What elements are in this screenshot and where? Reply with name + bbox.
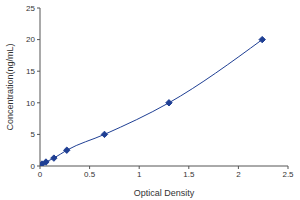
svg-text:1.5: 1.5 bbox=[183, 170, 195, 179]
svg-text:0.5: 0.5 bbox=[84, 170, 96, 179]
svg-text:10: 10 bbox=[26, 99, 35, 108]
svg-text:1: 1 bbox=[137, 170, 142, 179]
svg-text:15: 15 bbox=[26, 67, 35, 76]
svg-text:5: 5 bbox=[31, 130, 36, 139]
svg-text:Concentration(ng/mL): Concentration(ng/mL) bbox=[8, 43, 15, 130]
svg-text:25: 25 bbox=[26, 4, 35, 13]
svg-text:Optical Density: Optical Density bbox=[134, 188, 195, 198]
svg-text:20: 20 bbox=[26, 35, 35, 44]
svg-text:2: 2 bbox=[236, 170, 241, 179]
svg-text:0: 0 bbox=[31, 162, 36, 171]
svg-text:0: 0 bbox=[38, 170, 43, 179]
svg-text:2.5: 2.5 bbox=[282, 170, 292, 179]
